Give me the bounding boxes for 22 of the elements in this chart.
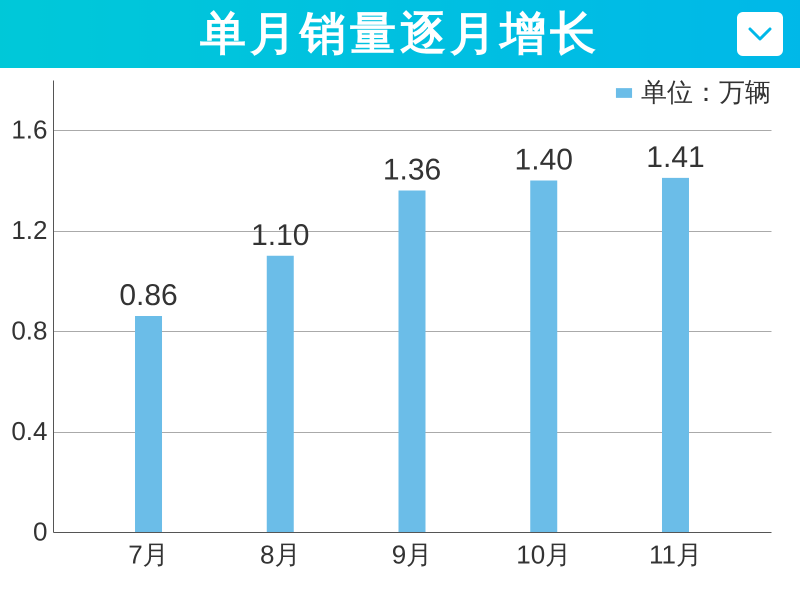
y-tick-label: 0.4 — [11, 416, 48, 446]
data-label: 0.86 — [119, 279, 178, 312]
x-tick-label: 7月 — [128, 540, 169, 570]
bar — [530, 180, 558, 532]
bar — [662, 178, 689, 532]
x-tick-label: 9月 — [392, 540, 432, 570]
y-tick-label: 1.6 — [11, 114, 48, 145]
bar — [135, 316, 162, 532]
y-tick-label: 1.2 — [11, 215, 48, 246]
x-tick-label: 10月 — [516, 540, 572, 570]
data-label: 1.40 — [514, 143, 573, 176]
legend-label: 单位：万辆 — [641, 77, 771, 107]
y-tick-label: 0.8 — [11, 316, 48, 346]
bar — [398, 190, 426, 532]
data-label: 1.10 — [251, 218, 310, 252]
x-tick-label: 11月 — [648, 540, 702, 570]
chart-title: 单月销量逐月增长 — [200, 5, 600, 62]
data-label: 1.41 — [646, 140, 705, 174]
y-tick-label: 0 — [33, 516, 48, 546]
bar — [266, 256, 294, 532]
x-tick-label: 8月 — [260, 540, 300, 570]
data-label: 1.36 — [382, 153, 442, 186]
